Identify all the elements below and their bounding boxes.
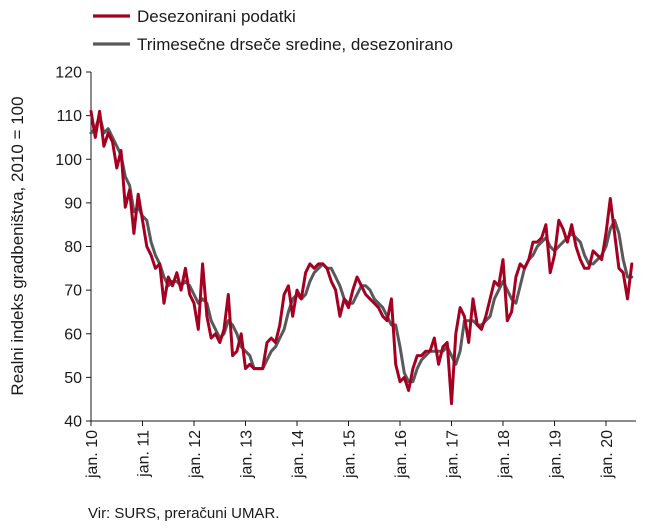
y-tick-label: 110	[56, 108, 82, 125]
line-chart: Desezonirani podatki Trimesečne drseče s…	[8, 7, 636, 479]
legend-label-desezonirani: Desezonirani podatki	[137, 7, 296, 26]
x-tick-label: jan. 14	[290, 430, 307, 479]
y-tick-label: 40	[64, 414, 82, 431]
x-tick-label: jan. 13	[239, 430, 256, 479]
axes	[86, 71, 636, 426]
y-tick-label: 120	[55, 65, 82, 82]
legend: Desezonirani podatki Trimesečne drseče s…	[93, 7, 453, 54]
x-tick-label: jan. 16	[393, 430, 410, 479]
source-note: Vir: SURS, preračuni UMAR.	[88, 505, 280, 522]
series-line-desezonirani	[89, 109, 634, 406]
x-tick-label: jan. 12	[187, 430, 204, 479]
y-tick-labels: 40 50 60 70 80 90 100 110 120	[55, 65, 82, 431]
y-tick-label: 70	[64, 283, 82, 300]
x-tick-label: jan. 19	[548, 430, 565, 479]
x-tick-label: jan. 11	[136, 430, 153, 478]
y-tick-label: 80	[64, 239, 82, 256]
y-tick-label: 100	[55, 152, 82, 169]
series-line-drsece-sredine	[89, 114, 634, 384]
y-axis-title: Realni indeks gradbeništva, 2010 = 100	[8, 96, 27, 395]
x-tick-label: jan. 10	[84, 430, 101, 479]
y-tick-label: 90	[64, 195, 82, 212]
legend-label-drsece-sredine: Trimesečne drseče sredine, desezonirano	[137, 35, 453, 54]
x-tick-label: jan. 15	[342, 430, 359, 479]
series-lines	[89, 109, 634, 406]
x-tick-label: jan. 20	[599, 430, 616, 479]
x-tick-label: jan. 18	[496, 430, 513, 479]
x-tick-label: jan. 17	[445, 430, 462, 479]
y-tick-label: 50	[64, 370, 82, 387]
y-tick-label: 60	[64, 326, 82, 343]
x-tick-labels: jan. 10 jan. 11 jan. 12 jan. 13 jan. 14 jan. …	[84, 430, 616, 479]
